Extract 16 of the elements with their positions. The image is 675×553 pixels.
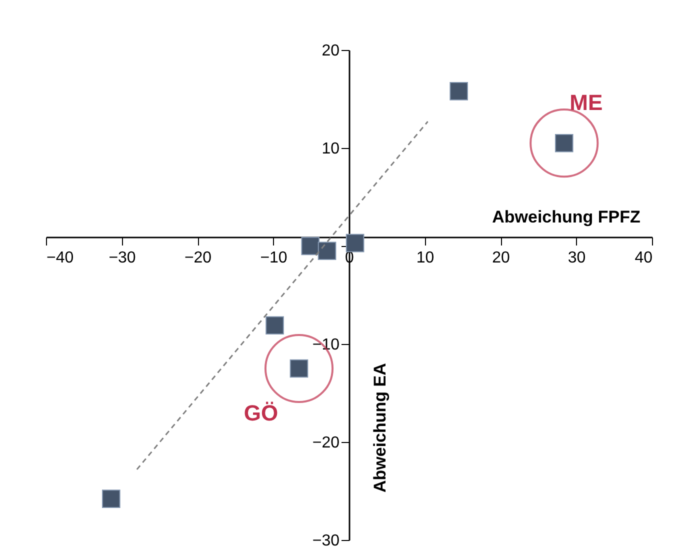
y-tick-label: −30 — [312, 532, 340, 550]
y-tick-label: −20 — [312, 434, 340, 452]
x-tick-label: −40 — [46, 250, 74, 266]
x-tick-label: 30 — [568, 250, 586, 266]
x-tick-label: 10 — [416, 250, 434, 266]
x-tick-label: −10 — [260, 250, 288, 266]
x-tick-label: −20 — [184, 250, 212, 266]
x-tick-label: 40 — [634, 250, 653, 266]
y-tick-label: 10 — [322, 140, 340, 158]
x-axis-title: Abweichung FPFZ — [492, 208, 640, 226]
y-axis-title: Abweichung EA — [370, 363, 390, 493]
y-tick-label: 20 — [322, 42, 340, 60]
x-tick-label: 20 — [492, 250, 510, 266]
x-tick-label: −30 — [108, 250, 136, 266]
annotation: ME — [570, 90, 603, 116]
annotation: GÖ — [244, 400, 278, 426]
